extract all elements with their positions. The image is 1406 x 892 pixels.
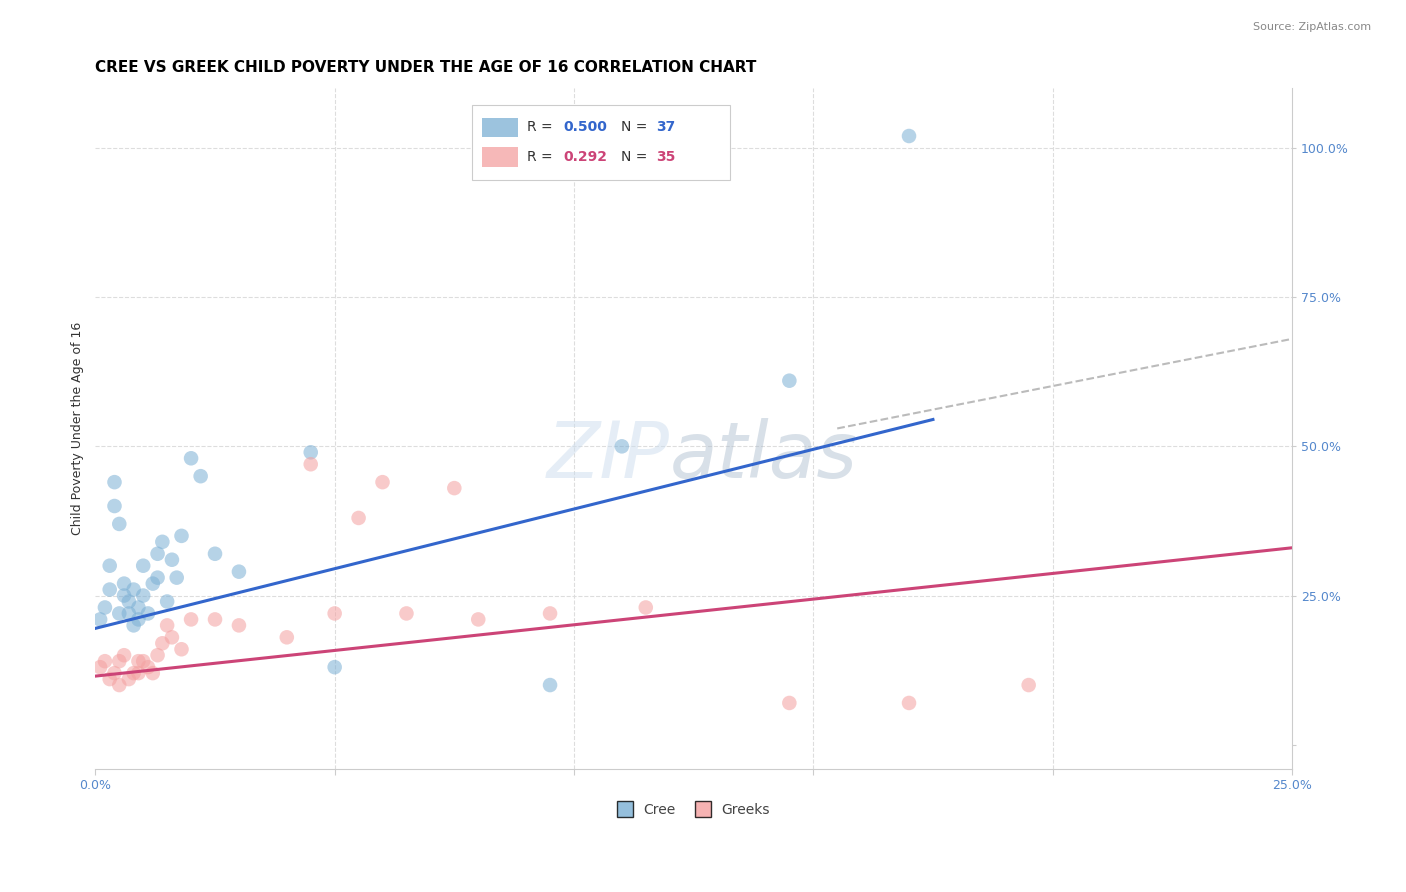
Point: [108, 678, 131, 692]
Point: [112, 589, 135, 603]
Point: [127, 600, 149, 615]
Point: [228, 618, 250, 632]
Point: [150, 636, 173, 650]
Point: [142, 666, 165, 681]
Point: [166, 571, 188, 585]
Point: [160, 630, 183, 644]
Point: [170, 529, 193, 543]
Point: [103, 475, 125, 490]
Point: [108, 516, 131, 531]
Point: [156, 594, 179, 608]
Point: [142, 576, 165, 591]
Point: [190, 469, 212, 483]
Point: [132, 558, 155, 573]
Point: [160, 553, 183, 567]
Point: [323, 660, 346, 674]
Text: ZIP: ZIP: [547, 417, 669, 493]
Point: [127, 612, 149, 626]
Point: [467, 612, 489, 626]
Point: [94, 600, 117, 615]
Point: [180, 451, 202, 466]
Point: [150, 534, 173, 549]
Point: [180, 612, 202, 626]
Point: [98, 558, 121, 573]
Legend: Cree, Greeks: Cree, Greeks: [612, 797, 775, 823]
Text: N =: N =: [620, 150, 647, 164]
Point: [146, 571, 169, 585]
Point: [136, 660, 159, 674]
Point: [108, 654, 131, 668]
Point: [132, 589, 155, 603]
Text: N =: N =: [620, 120, 647, 134]
Point: [538, 607, 561, 621]
Text: CREE VS GREEK CHILD POVERTY UNDER THE AGE OF 16 CORRELATION CHART: CREE VS GREEK CHILD POVERTY UNDER THE AG…: [96, 60, 756, 75]
Point: [89, 660, 111, 674]
Text: atlas: atlas: [669, 417, 858, 493]
Point: [122, 582, 145, 597]
Text: 35: 35: [657, 150, 676, 164]
Text: Source: ZipAtlas.com: Source: ZipAtlas.com: [1253, 22, 1371, 32]
Point: [443, 481, 465, 495]
Point: [127, 666, 149, 681]
Point: [118, 607, 141, 621]
Point: [347, 511, 370, 525]
Point: [122, 666, 145, 681]
Text: R =: R =: [527, 150, 553, 164]
Point: [634, 600, 657, 615]
Point: [127, 654, 149, 668]
Point: [118, 594, 141, 608]
FancyBboxPatch shape: [482, 147, 517, 167]
Point: [112, 576, 135, 591]
Point: [204, 612, 226, 626]
Y-axis label: Child Poverty Under the Age of 16: Child Poverty Under the Age of 16: [72, 322, 84, 535]
Point: [103, 666, 125, 681]
Point: [108, 607, 131, 621]
Point: [538, 678, 561, 692]
Point: [94, 654, 117, 668]
Point: [610, 439, 633, 453]
Point: [898, 128, 921, 143]
Point: [112, 648, 135, 663]
Point: [118, 672, 141, 686]
FancyBboxPatch shape: [472, 105, 730, 180]
Point: [371, 475, 394, 490]
Point: [323, 607, 346, 621]
Point: [156, 618, 179, 632]
Text: 0.500: 0.500: [564, 120, 607, 134]
Point: [299, 457, 322, 471]
Point: [204, 547, 226, 561]
Point: [103, 499, 125, 513]
Point: [146, 648, 169, 663]
Point: [136, 607, 159, 621]
Point: [122, 618, 145, 632]
Point: [898, 696, 921, 710]
Point: [89, 612, 111, 626]
Point: [778, 696, 800, 710]
Point: [170, 642, 193, 657]
FancyBboxPatch shape: [482, 118, 517, 136]
Text: R =: R =: [527, 120, 553, 134]
Text: 0.292: 0.292: [564, 150, 607, 164]
Point: [778, 374, 800, 388]
Point: [98, 672, 121, 686]
Point: [98, 582, 121, 597]
Point: [228, 565, 250, 579]
Point: [1018, 678, 1040, 692]
Point: [276, 630, 298, 644]
Point: [132, 654, 155, 668]
Text: 37: 37: [657, 120, 676, 134]
Point: [395, 607, 418, 621]
Point: [299, 445, 322, 459]
Point: [146, 547, 169, 561]
